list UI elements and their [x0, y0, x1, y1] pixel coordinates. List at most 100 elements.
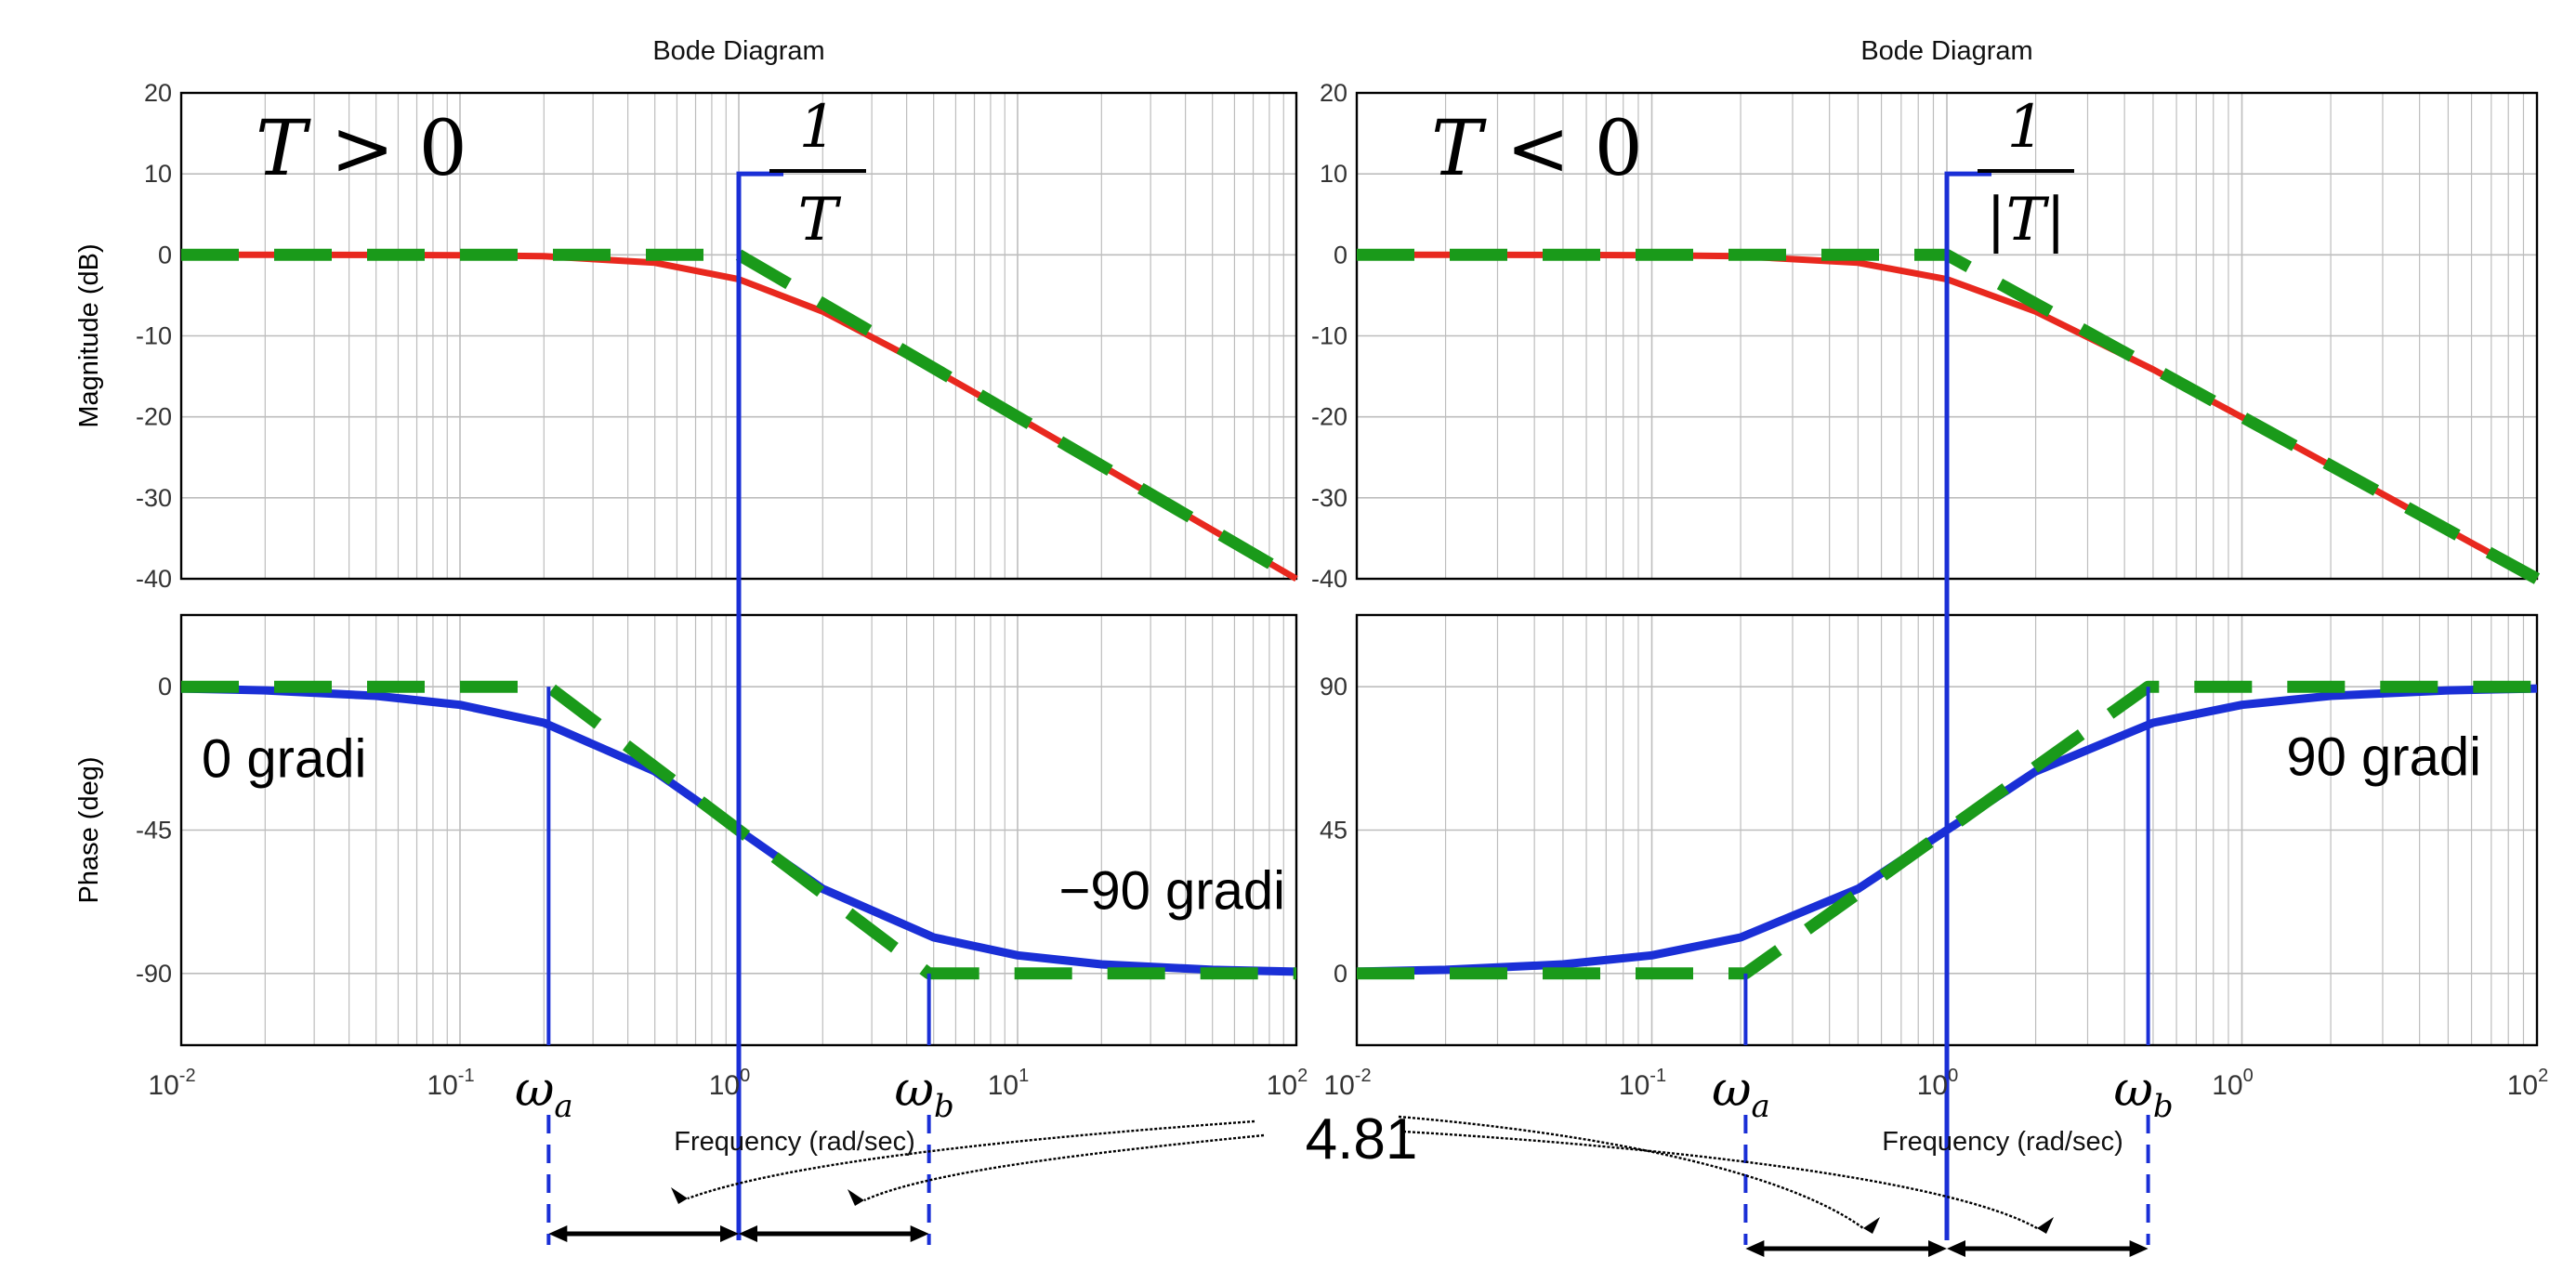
omega-symbol: ω — [1712, 1062, 1751, 1118]
corner-frequency-numerator: 1 — [2007, 93, 2045, 162]
corner-frequency-numerator: 1 — [799, 93, 837, 162]
sign-condition-space — [1571, 105, 1595, 193]
x-tick-base: 10 — [148, 1070, 178, 1101]
factor-curved-arrow — [1402, 1130, 2038, 1230]
x-tick-label: 10-2 — [148, 1066, 195, 1101]
factor-curved-arrow — [863, 1133, 1265, 1202]
omega-label: ωb — [895, 1062, 954, 1125]
phase-region-label: 90 gradi — [2286, 727, 2481, 788]
x-tick-exponent: 0 — [740, 1066, 750, 1086]
magnitude-y-tick-label: -10 — [136, 322, 172, 350]
phase-y-tick-label: 0 — [158, 673, 172, 700]
x-tick-label: 10-1 — [1619, 1066, 1666, 1101]
magnitude-y-tick-label: 0 — [158, 241, 172, 268]
corner-frequency-marker-line — [1944, 171, 1991, 1240]
sign-condition-operator: > — [331, 105, 395, 193]
chart-title: Bode Diagram — [652, 36, 824, 66]
x-tick-label: 101 — [988, 1066, 1030, 1101]
omega-label: ωa — [515, 1062, 573, 1125]
phase-region-label: −90 gradi — [1059, 861, 1285, 922]
x-tick-base: 10 — [709, 1070, 740, 1101]
sign-condition-value: 0 — [419, 105, 467, 193]
x-tick-label: 100 — [2212, 1066, 2254, 1101]
x-tick-label: 102 — [1267, 1066, 1308, 1101]
factor-arrow-head — [1863, 1217, 1880, 1234]
omega-subscript: b — [2153, 1088, 2174, 1125]
arrow-head-left — [739, 1225, 757, 1242]
chart-title: Bode Diagram — [1860, 36, 2032, 66]
magnitude-y-tick-label: -20 — [1311, 403, 1347, 431]
sign-condition-space — [1482, 105, 1506, 193]
omega-subscript: a — [554, 1088, 572, 1125]
x-tick-exponent: -1 — [458, 1066, 475, 1086]
x-tick-base: 10 — [1267, 1070, 1297, 1101]
x-tick-base: 10 — [2212, 1070, 2242, 1101]
phase-region-label: 0 gradi — [202, 728, 366, 789]
markers-layer — [546, 171, 2150, 1257]
magnitude-y-tick-label: -40 — [1311, 565, 1347, 593]
sign-condition-value: 0 — [1595, 105, 1643, 193]
omega-label: ωb — [2113, 1062, 2173, 1125]
corner-frequency-denominator: |T| — [1986, 186, 2066, 255]
sign-condition-variable: T — [1431, 105, 1487, 193]
x-axis-label: Frequency (rad/sec) — [674, 1127, 915, 1157]
arrow-head-right — [1928, 1240, 1947, 1257]
magnitude-y-tick-label: -30 — [136, 484, 172, 512]
arrow-head-right — [2129, 1240, 2149, 1257]
x-tick-exponent: 0 — [2243, 1066, 2254, 1086]
factor-curved-arrow — [1398, 1115, 1864, 1229]
x-tick-base: 10 — [427, 1070, 457, 1101]
arrow-head-left — [1745, 1240, 1765, 1257]
magnitude-y-tick-label: 20 — [144, 79, 172, 107]
x-axis-label: Frequency (rad/sec) — [1882, 1127, 2123, 1157]
x-tick-label: 100 — [1917, 1066, 1959, 1101]
x-tick-base: 10 — [1917, 1070, 1948, 1101]
arrow-head-left — [1947, 1240, 1965, 1257]
x-tick-exponent: 2 — [2538, 1066, 2548, 1086]
x-tick-label: 102 — [2507, 1066, 2549, 1101]
x-tick-base: 10 — [1619, 1070, 1649, 1101]
omega-symbol: ω — [895, 1062, 934, 1118]
arrow-head-right — [720, 1225, 739, 1242]
magnitude-y-tick-label: 20 — [1320, 79, 1347, 107]
x-tick-exponent: -2 — [1355, 1066, 1372, 1086]
magnitude-y-tick-label: -30 — [1311, 484, 1347, 512]
phase-y-tick-label: 45 — [1320, 817, 1347, 844]
omega-label: ωa — [1712, 1062, 1770, 1125]
omega-symbol: ω — [2113, 1062, 2152, 1118]
factor-arrow-head — [848, 1189, 864, 1206]
phase-y-tick-label: -45 — [136, 817, 172, 844]
x-tick-base: 10 — [2507, 1070, 2538, 1101]
x-tick-exponent: -2 — [179, 1066, 196, 1086]
phase-y-tick-label: 0 — [1334, 960, 1347, 988]
corner-frequency-denominator: T — [798, 186, 842, 255]
factor-arrow-head — [2037, 1217, 2054, 1234]
magnitude-y-tick-label: -40 — [136, 565, 172, 593]
corner-frequency-marker-line — [736, 171, 783, 1240]
magnitude-y-tick-label: -20 — [136, 403, 172, 431]
sign-condition-space — [307, 105, 331, 193]
omega-symbol: ω — [515, 1062, 554, 1118]
magnitude-y-tick-label: 10 — [1320, 160, 1347, 188]
omega-subscript: b — [934, 1088, 954, 1125]
omega-subscript: a — [1751, 1088, 1769, 1125]
sign-condition-space — [395, 105, 419, 193]
arrow-head-left — [548, 1225, 568, 1242]
phase-asymptote-line — [1357, 680, 2537, 980]
phase-y-tick-label: 90 — [1320, 673, 1347, 700]
x-tick-label: 100 — [709, 1066, 751, 1101]
factor-label: 4.81 — [1306, 1107, 1418, 1172]
factor-curved-arrow — [687, 1119, 1255, 1200]
x-tick-exponent: 1 — [1019, 1066, 1029, 1086]
x-tick-exponent: 0 — [1948, 1066, 1958, 1086]
arrow-head-right — [910, 1225, 929, 1242]
x-tick-base: 10 — [988, 1070, 1019, 1101]
x-tick-label: 10-2 — [1323, 1066, 1371, 1101]
magnitude-y-tick-label: 10 — [144, 160, 172, 188]
x-tick-exponent: 2 — [1297, 1066, 1308, 1086]
x-tick-exponent: -1 — [1649, 1066, 1666, 1086]
x-tick-base: 10 — [1323, 1070, 1354, 1101]
